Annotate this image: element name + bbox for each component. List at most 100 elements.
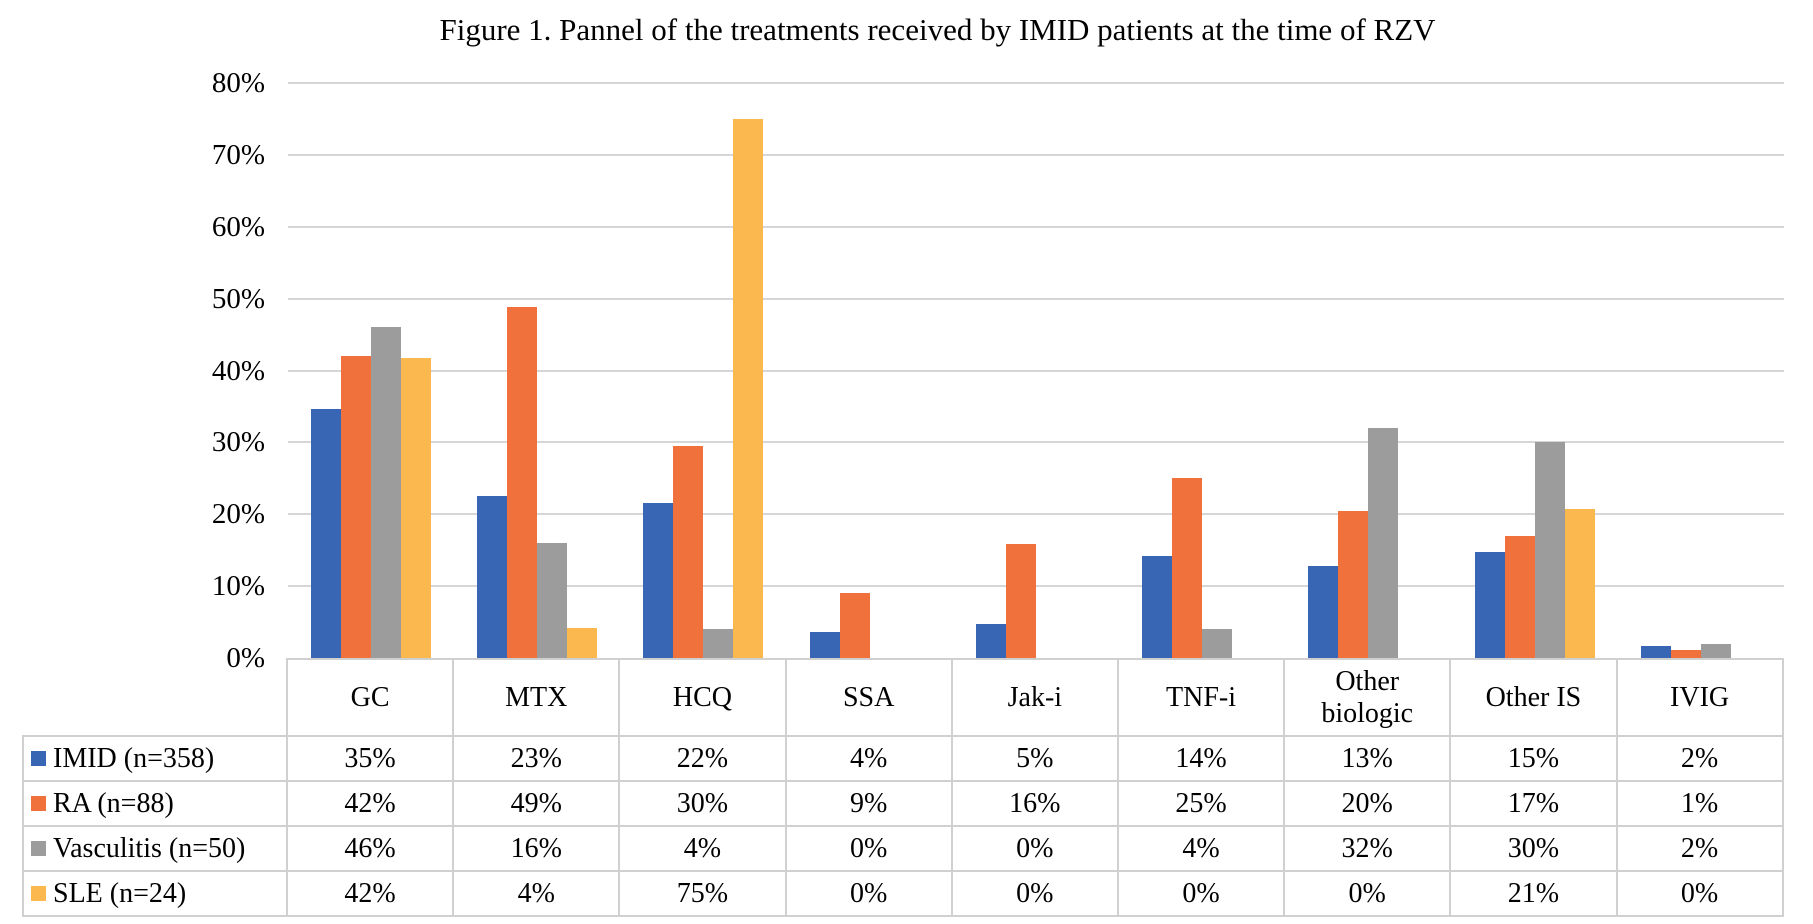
- legend-swatch-icon: [31, 841, 46, 856]
- chart-data-table: GC MTX HCQ SSA Jak-i TNF-i Other biologic Other…: [22, 658, 1784, 917]
- series-name: RA (n=88): [53, 787, 174, 819]
- y-axis-tick-label: 80%: [211, 67, 265, 99]
- y-axis-tick-label: 0%: [226, 642, 265, 674]
- value-cell-ra-ivig: 1%: [1617, 782, 1784, 827]
- category-header-ivig: IVIG: [1617, 658, 1784, 737]
- value-cell-vasculitis-tnf-i: 4%: [1118, 827, 1286, 872]
- bar-ra-gc: [341, 356, 371, 658]
- bar-ra-other-is: [1504, 535, 1535, 658]
- value-cell-sle-ssa: 0%: [786, 872, 953, 917]
- category-header-other-is: Other IS: [1451, 658, 1618, 737]
- y-axis-tick-label: 10%: [211, 570, 265, 603]
- value-cell-imid-mtx: 23%: [454, 737, 621, 782]
- bar-vasculitis-tnf-i: [1202, 629, 1233, 658]
- value-cell-sle-ivig: 0%: [1617, 872, 1784, 917]
- value-cell-sle-other-is: 21%: [1451, 872, 1618, 917]
- bar-vasculitis-other-biologic: [1368, 428, 1399, 658]
- value-cell-sle-other-biologic: 0%: [1285, 872, 1452, 917]
- bar-imid-ssa: [809, 632, 840, 658]
- bar-imid-gc: [311, 409, 341, 658]
- value-cell-vasculitis-ivig: 2%: [1617, 827, 1784, 872]
- bar-imid-hcq: [643, 503, 674, 658]
- y-axis-tick-label: 60%: [211, 210, 265, 243]
- category-header-mtx: MTX: [454, 658, 621, 737]
- bar-imid-jak-i: [975, 624, 1006, 658]
- y-gridline: [288, 513, 1784, 516]
- value-cell-ra-hcq: 30%: [620, 782, 787, 827]
- series-name: IMID (n=358): [53, 742, 215, 774]
- y-gridline: [288, 225, 1784, 228]
- y-axis-tick-label: 20%: [211, 498, 265, 531]
- value-cell-vasculitis-gc: 46%: [288, 827, 455, 872]
- value-cell-ra-jak-i: 16%: [952, 782, 1119, 827]
- bar-vasculitis-other-is: [1534, 442, 1565, 658]
- series-row-header-ra: RA (n=88): [22, 782, 288, 827]
- chart-title: Figure 1. Pannel of the treatments recei…: [439, 12, 1436, 47]
- value-cell-ra-ssa: 9%: [786, 782, 953, 827]
- y-axis-tick-label: 70%: [211, 138, 265, 171]
- value-cell-vasculitis-mtx: 16%: [454, 827, 621, 872]
- series-row-header-imid: IMID (n=358): [22, 737, 288, 782]
- value-cell-vasculitis-other-biologic: 32%: [1285, 827, 1452, 872]
- y-axis-tick-label: 50%: [211, 282, 265, 315]
- value-cell-imid-hcq: 22%: [620, 737, 787, 782]
- bar-ra-jak-i: [1005, 543, 1036, 658]
- value-cell-ra-gc: 42%: [288, 782, 455, 827]
- y-gridline: [288, 82, 1784, 84]
- bar-sle-gc: [401, 358, 431, 658]
- y-gridline: [288, 153, 1784, 156]
- bar-imid-mtx: [477, 495, 508, 658]
- value-cell-vasculitis-hcq: 4%: [620, 827, 787, 872]
- y-gridline: [288, 585, 1784, 588]
- category-header-jak-i: Jak-i: [952, 658, 1119, 737]
- y-gridline: [288, 297, 1784, 300]
- bar-sle-other-is: [1564, 508, 1595, 658]
- series-name: Vasculitis (n=50): [53, 832, 246, 864]
- value-cell-ra-mtx: 49%: [454, 782, 621, 827]
- bar-ra-tnf-i: [1172, 478, 1203, 658]
- legend-swatch-icon: [31, 886, 46, 901]
- value-cell-imid-gc: 35%: [288, 737, 455, 782]
- value-cell-ra-tnf-i: 25%: [1118, 782, 1286, 827]
- bar-imid-ivig: [1640, 645, 1671, 658]
- bar-vasculitis-ivig: [1700, 643, 1731, 658]
- category-header-gc: GC: [288, 658, 455, 737]
- value-cell-imid-ssa: 4%: [786, 737, 953, 782]
- value-cell-vasculitis-jak-i: 0%: [952, 827, 1119, 872]
- bar-sle-mtx: [567, 627, 598, 658]
- value-cell-sle-gc: 42%: [288, 872, 455, 917]
- legend-swatch-icon: [31, 796, 46, 811]
- bar-imid-tnf-i: [1142, 555, 1173, 658]
- category-header-other-biologic: Other biologic: [1285, 658, 1452, 737]
- bar-ra-ivig: [1670, 650, 1701, 658]
- value-cell-sle-tnf-i: 0%: [1118, 872, 1286, 917]
- value-cell-ra-other-biologic: 20%: [1285, 782, 1452, 827]
- bar-vasculitis-hcq: [703, 629, 734, 658]
- series-row-header-vasculitis: Vasculitis (n=50): [22, 827, 288, 872]
- bar-ra-hcq: [673, 445, 704, 658]
- value-cell-imid-tnf-i: 14%: [1118, 737, 1286, 782]
- y-gridline: [288, 369, 1784, 372]
- series-name: SLE (n=24): [53, 877, 187, 909]
- y-axis-tick-label: 40%: [211, 354, 265, 387]
- bar-imid-other-biologic: [1308, 566, 1339, 658]
- y-axis-tick-label: 30%: [211, 426, 265, 459]
- bar-ra-ssa: [839, 592, 870, 658]
- table-corner-cell: [22, 658, 288, 737]
- value-cell-sle-hcq: 75%: [620, 872, 787, 917]
- value-cell-sle-jak-i: 0%: [952, 872, 1119, 917]
- bar-imid-other-is: [1474, 551, 1505, 658]
- category-header-tnf-i: TNF-i: [1118, 658, 1286, 737]
- value-cell-ra-other-is: 17%: [1451, 782, 1618, 827]
- category-header-hcq: HCQ: [620, 658, 787, 737]
- bar-sle-hcq: [733, 118, 764, 658]
- value-cell-imid-jak-i: 5%: [952, 737, 1119, 782]
- bar-vasculitis-gc: [371, 327, 401, 658]
- value-cell-imid-other-is: 15%: [1451, 737, 1618, 782]
- value-cell-imid-ivig: 2%: [1617, 737, 1784, 782]
- bar-ra-mtx: [507, 306, 538, 658]
- value-cell-imid-other-biologic: 13%: [1285, 737, 1452, 782]
- bar-vasculitis-mtx: [537, 543, 568, 658]
- value-cell-vasculitis-other-is: 30%: [1451, 827, 1618, 872]
